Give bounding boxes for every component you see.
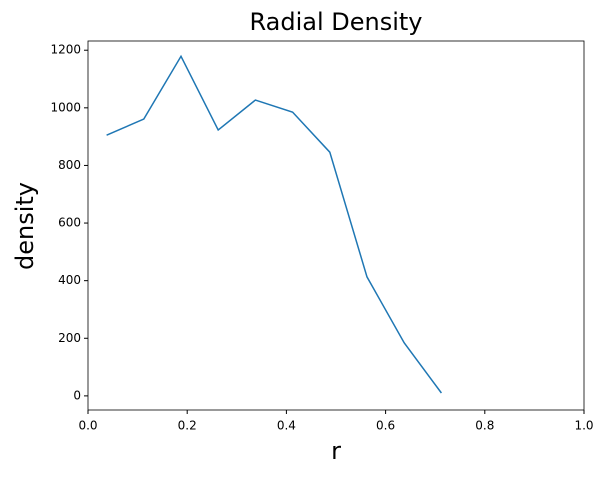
x-tick-label: 0.4	[277, 419, 296, 433]
x-tick-label: 0.6	[376, 419, 395, 433]
y-tick-label: 200	[58, 331, 81, 345]
y-tick-label: 1200	[50, 43, 81, 57]
y-tick-label: 400	[58, 273, 81, 287]
y-tick-label: 1000	[50, 100, 81, 114]
y-tick-label: 600	[58, 216, 81, 230]
plot-frame	[87, 40, 585, 411]
data-line	[106, 54, 443, 394]
chart-title: Radial Density	[249, 8, 422, 36]
x-tick-label: 1.0	[574, 419, 593, 433]
x-tick-label: 0.8	[475, 419, 494, 433]
y-axis-label: density	[11, 182, 39, 270]
y-tick-label: 800	[58, 158, 81, 172]
y-tick-label: 0	[73, 388, 81, 402]
x-tick-label: 0.0	[78, 419, 97, 433]
x-tick-label: 0.2	[178, 419, 197, 433]
x-axis-label: r	[331, 437, 341, 465]
